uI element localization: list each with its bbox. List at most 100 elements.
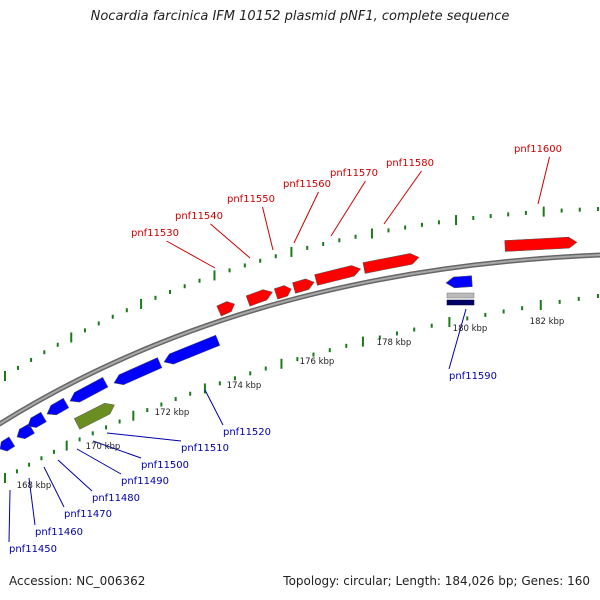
inner-track-tick [15,469,18,474]
outer-track-tick [507,212,510,217]
outer-track-tick [83,328,86,333]
reverse-label-leader [28,477,36,526]
navy-feature [446,299,475,306]
inner-track-tick [448,317,451,328]
outer-track-tick [370,228,373,239]
inner-track-tick [65,440,68,451]
plasmid-backbone [0,252,600,427]
forward-label-leader [537,156,550,205]
label-leaders [8,156,550,543]
inner-track-tick [345,343,348,348]
reverse-gene-arrow [0,436,16,452]
reverse-gene-label: pnf11460 [35,527,83,538]
accession-text: Accession: NC_006362 [9,574,146,588]
inner-track-tick [558,299,561,304]
reverse-gene-arrow [46,397,70,416]
outer-track-tick [154,295,157,300]
reverse-gene-arrow [163,334,221,365]
outer-track-tick [578,207,581,212]
reverse-label-leader [76,448,122,475]
outer-track-tick [560,208,563,213]
forward-gene-arrow [314,265,362,286]
tick-label: 170 kbp [86,442,121,452]
tick-label: 168 kbp [17,481,52,491]
inner-track-tick [466,316,469,321]
forward-gene-arrow [362,253,420,274]
reverse-gene-label: pnf11470 [64,509,112,520]
outer-track-tick [404,225,407,230]
forward-label-leader [383,170,422,225]
other-gene-feature [73,402,115,430]
reverse-gene-arrow [113,357,163,386]
inner-track-tick [40,456,43,461]
outer-track-tick [43,350,46,355]
reverse-gene-label: pnf11520 [223,427,271,438]
reverse-gene-arrow [16,423,35,440]
outer-track-tick [338,238,341,243]
outer-track-tick [228,268,231,273]
outer-track-tick [472,215,475,220]
outer-track-tick [16,365,19,370]
reverse-label-leader [43,466,65,508]
reverse-label-leader [106,432,182,442]
inner-track-tick [539,299,542,310]
outer-track-tick [56,342,59,347]
map-title: Nocardia farcinica IFM 10152 plasmid pNF… [90,9,510,24]
outer-track-tick [542,206,545,217]
outer-track-tick [259,258,262,263]
inner-track-tick [361,336,364,347]
reverse-label-leader [448,308,467,370]
forward-gene-arrow [216,301,235,317]
inner-track-tick [233,376,236,381]
outer-track-tick [597,207,599,211]
inner-track-tick [203,383,206,394]
reverse-gene-arrow [445,275,473,289]
tick-label: 172 kbp [155,408,190,418]
inner-track-tick [218,381,221,386]
forward-gene-label: pnf11600 [514,144,562,155]
inner-track-tick [4,473,6,483]
grey-feature [446,292,475,299]
inner-track-tick [395,331,398,336]
reverse-label-leader [92,440,142,459]
outer-track-tick [524,210,527,215]
outer-track-tick [183,284,186,289]
outer-tick-track [4,206,599,381]
forward-gene-arrow [292,278,315,294]
forward-label-leader [262,206,274,251]
forward-gene-arrow [273,285,292,300]
inner-track-tick [28,462,31,467]
outer-track-tick [125,308,128,313]
outer-track-tick [274,254,277,259]
inner-track-tick [521,306,524,311]
forward-gene-arrow [504,236,578,252]
tick-label: 176 kbp [300,357,335,367]
outer-track-tick [455,215,458,226]
outer-track-tick [306,245,309,250]
inner-track-tick [174,397,177,402]
forward-gene-label: pnf11560 [283,179,331,190]
outer-track-tick [420,222,423,227]
inner-track-tick [146,408,149,413]
inner-tick-track [4,294,599,483]
outer-track-tick [354,234,357,239]
inner-track-tick [189,391,192,396]
inner-track-tick [484,312,487,317]
reverse-gene-arrow [27,411,47,428]
outer-track-tick [4,371,6,381]
reverse-label-leader [204,389,224,426]
reverse-gene-label: pnf11500 [141,460,189,471]
inner-track-tick [577,296,580,301]
forward-label-leader [330,180,366,237]
gene-features [0,236,578,452]
inner-track-tick [296,357,299,362]
outer-track-tick [169,289,172,294]
inner-track-tick [312,352,315,357]
outer-track-tick [322,241,325,246]
forward-label-leader [210,223,251,259]
tick-label: 178 kbp [377,338,412,348]
outer-track-tick [111,314,114,319]
inner-track-tick [105,425,108,430]
inner-track-tick [78,437,81,442]
